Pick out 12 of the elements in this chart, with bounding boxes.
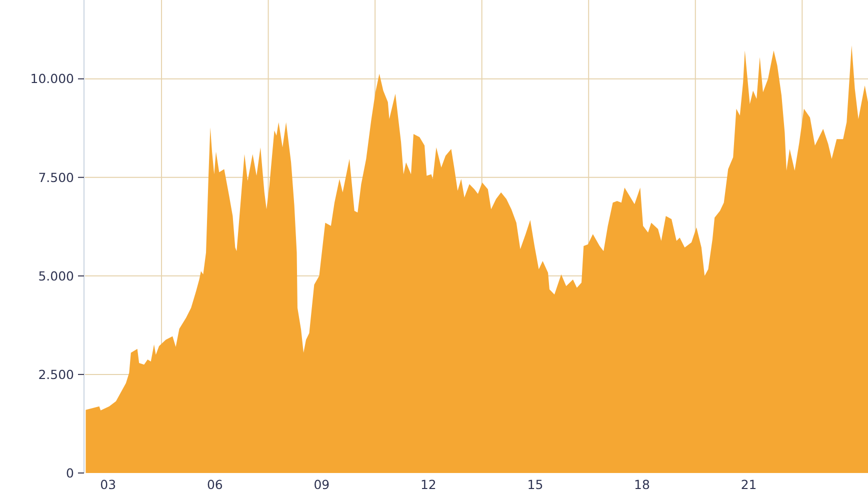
x-tick-label: 09 [314, 477, 330, 492]
y-tick-label: 2.500 [38, 366, 74, 382]
x-tick-label: 18 [634, 477, 650, 492]
x-tick-label: 12 [420, 477, 436, 492]
y-tick-label: 7.500 [38, 170, 74, 185]
x-tick-label: 03 [100, 477, 116, 492]
y-tick-label: 0 [66, 465, 74, 480]
x-tick-label: 06 [206, 477, 223, 492]
x-tick-label: 15 [527, 477, 544, 492]
y-tick-label: 5.000 [38, 268, 74, 284]
x-tick-label: 21 [740, 477, 757, 492]
y-tick-label: 10.000 [30, 71, 74, 86]
